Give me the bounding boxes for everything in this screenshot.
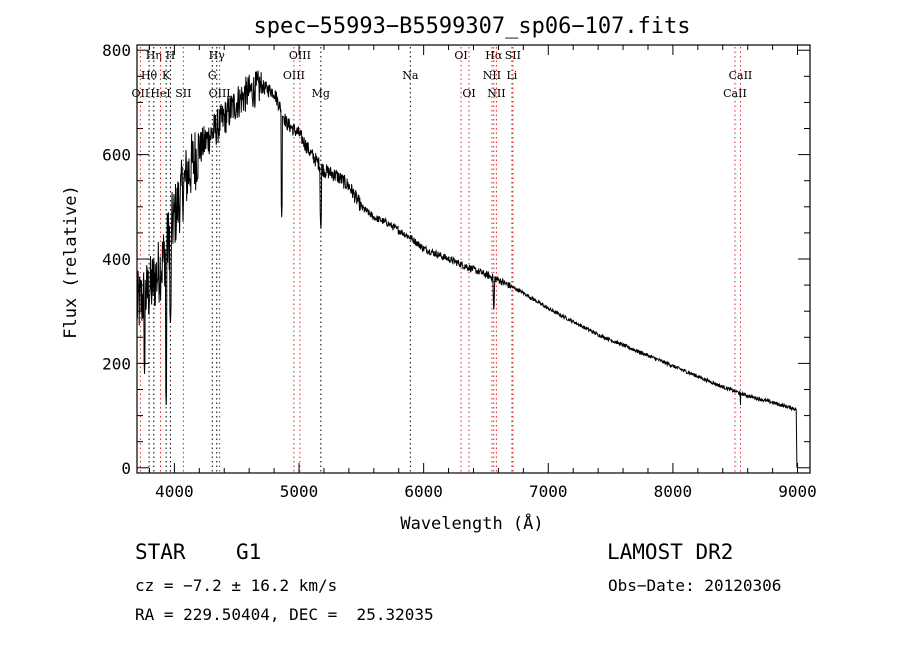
x-tick-label: 9000: [778, 482, 817, 501]
spectral-line-label: CaII: [723, 87, 747, 100]
x-tick-label: 7000: [529, 482, 568, 501]
spectral-line-label: OII: [132, 87, 150, 100]
axes-layer: 4000 5000 6000 7000 8000 9000 0 200 400 600 800: [102, 41, 817, 501]
spectral-line-label: H: [166, 49, 176, 62]
spectrum-line: [136, 70, 798, 468]
y-tick-label: 400: [102, 250, 131, 269]
spectral-line-label: Mg: [312, 87, 330, 100]
spectral-line-label: CaII: [729, 69, 753, 82]
object-class: STAR: [135, 540, 186, 564]
y-tick-label: 600: [102, 146, 131, 165]
spectral-line-label: K: [162, 69, 171, 82]
survey-name: LAMOST DR2: [607, 540, 734, 564]
spectral-line-label: SII: [505, 49, 521, 62]
y-tick-label: 0: [121, 459, 131, 478]
spectral-line-label: SII: [175, 87, 191, 100]
x-tick-label: 4000: [155, 482, 194, 501]
spectral-line-label: G: [208, 69, 217, 82]
spectral-line-label: OIII: [283, 69, 305, 82]
coordinates: RA = 229.50404, DEC = 25.32035: [135, 605, 434, 624]
spectral-line-label: NII: [483, 69, 501, 82]
spectral-line-label: OI: [454, 49, 467, 62]
y-tick-label: 800: [102, 41, 131, 60]
spectral-line-label: Hγ: [209, 49, 226, 62]
spectral-line-label: OIII: [209, 87, 231, 100]
spectral-line-label: Na: [402, 69, 419, 82]
spectral-line-label: Hη: [146, 49, 162, 62]
x-tick-label: 6000: [404, 482, 443, 501]
spectral-line-label: HeI: [150, 87, 170, 100]
spectral-line-label: NII: [487, 87, 505, 100]
x-tick-label: 5000: [280, 482, 319, 501]
spectrum-layer: [136, 70, 798, 468]
x-tick-label: 8000: [654, 482, 693, 501]
redshift-cz: cz = −7.2 ± 16.2 km/s: [135, 576, 338, 595]
y-tick-label: 200: [102, 354, 131, 373]
spectral-line-label: Li: [506, 69, 517, 82]
chart-title: spec−55993−B5599307_sp06−107.fits: [253, 14, 690, 39]
observation-date: Obs−Date: 20120306: [608, 576, 782, 595]
object-subclass: G1: [236, 540, 262, 564]
spectral-line-label: Hθ: [141, 69, 158, 82]
spectral-line-label: OI: [462, 87, 475, 100]
y-axis-label: Flux (relative): [61, 185, 81, 339]
x-axis-label: Wavelength (Å): [400, 512, 543, 534]
spectral-line-label: OIII: [289, 49, 311, 62]
spectral-line-label: Hα: [485, 49, 503, 62]
